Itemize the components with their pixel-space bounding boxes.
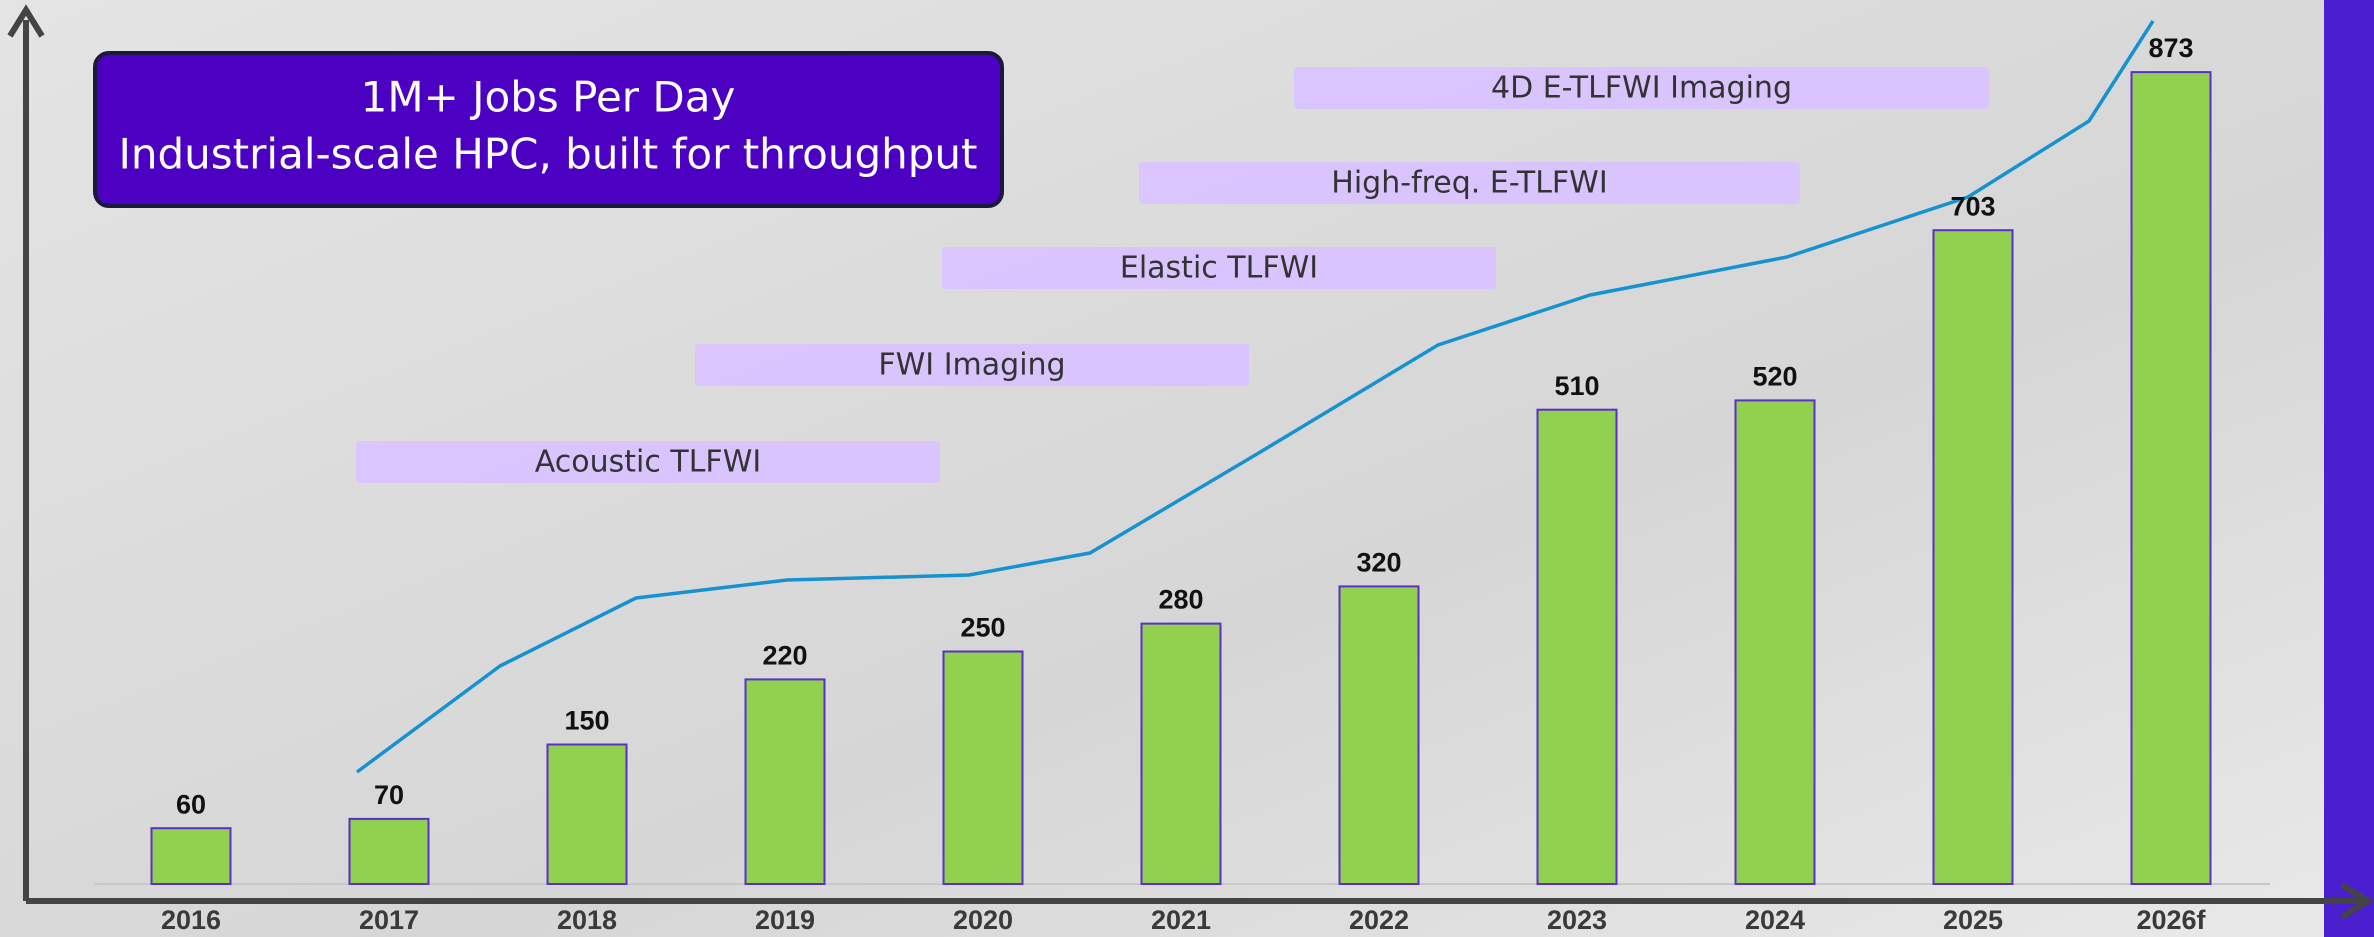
x-tick-label: 2023 (1547, 905, 1607, 935)
bar (746, 679, 825, 884)
callout-title: 1M+ Jobs Per Day (361, 73, 736, 122)
value-label: 60 (176, 789, 206, 819)
x-tick-label: 2021 (1151, 905, 1211, 935)
side-strip (2324, 0, 2374, 937)
annotation-label: Acoustic TLFWI (535, 445, 761, 480)
bar (548, 745, 627, 885)
chart: Acoustic TLFWI FWI Imaging Elastic TLFWI Hi… (0, 0, 2374, 937)
annotation-label: FWI Imaging (878, 348, 1065, 383)
x-tick-label: 2026f (2136, 905, 2206, 935)
value-label: 703 (1950, 191, 1995, 221)
bar (152, 828, 231, 884)
page: {"chart_data": {"type": "bar", "categori… (0, 0, 2374, 937)
annotation-label: Elastic TLFWI (1120, 251, 1318, 286)
value-label: 510 (1554, 371, 1599, 401)
x-tick-label: 2017 (359, 905, 419, 935)
bar (1736, 400, 1815, 884)
x-tick-label: 2025 (1943, 905, 2003, 935)
x-tick-label: 2020 (953, 905, 1013, 935)
x-tick-label: 2019 (755, 905, 815, 935)
annotation-label: High-freq. E-TLFWI (1331, 166, 1607, 201)
x-tick-label: 2022 (1349, 905, 1409, 935)
bar (1934, 230, 2013, 884)
value-label: 70 (374, 780, 404, 810)
callout-subtitle: Industrial-scale HPC, built for throughp… (119, 130, 978, 179)
bar (1340, 586, 1419, 884)
bar (1538, 410, 1617, 884)
annotation-label: 4D E-TLFWI Imaging (1491, 71, 1792, 106)
bar (2132, 72, 2211, 884)
x-tick-label: 2018 (557, 905, 617, 935)
value-label: 220 (762, 641, 807, 671)
bar (944, 652, 1023, 885)
bar (1142, 624, 1221, 884)
x-tick-label: 2016 (161, 905, 221, 935)
value-label: 280 (1158, 585, 1203, 615)
value-label: 320 (1356, 548, 1401, 578)
value-label: 250 (960, 613, 1005, 643)
value-label: 520 (1752, 362, 1797, 392)
bar (350, 819, 429, 884)
x-tick-label: 2024 (1745, 905, 1805, 935)
value-label: 873 (2148, 33, 2193, 63)
value-label: 150 (564, 706, 609, 736)
